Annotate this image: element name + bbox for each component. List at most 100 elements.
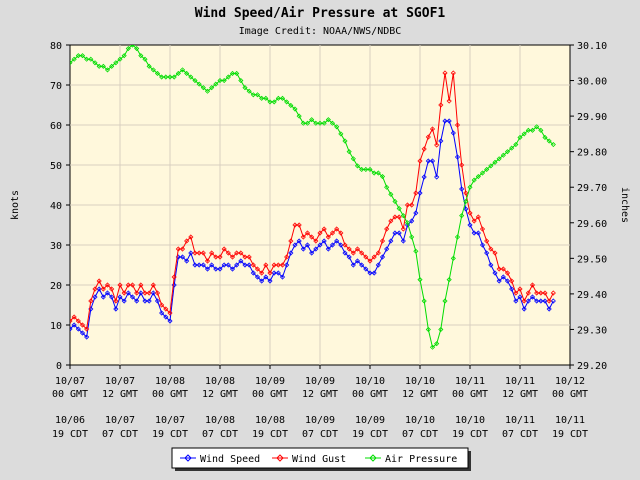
data-point-wind-speed xyxy=(504,278,511,284)
data-point-wind-speed xyxy=(459,186,465,192)
data-point-wind-gust xyxy=(209,250,215,256)
data-point-air-pressure xyxy=(367,166,373,173)
data-point-wind-gust xyxy=(317,230,323,236)
data-point-wind-gust xyxy=(475,214,481,220)
data-point-wind-speed xyxy=(467,222,473,228)
data-point-wind-speed xyxy=(400,238,406,244)
data-point-air-pressure xyxy=(109,63,115,69)
data-point-wind-gust xyxy=(329,230,336,236)
data-point-air-pressure xyxy=(200,85,206,91)
data-point-wind-speed xyxy=(438,138,444,144)
data-point-air-pressure xyxy=(84,56,90,62)
data-point-wind-speed xyxy=(70,326,73,332)
data-point-wind-gust xyxy=(363,254,369,260)
data-point-air-pressure xyxy=(304,120,311,126)
x-tick-date-cdt: 10/07 xyxy=(155,415,185,426)
data-point-air-pressure xyxy=(488,163,494,169)
data-point-wind-speed xyxy=(388,238,394,244)
data-point-wind-gust xyxy=(200,250,206,256)
data-point-wind-gust xyxy=(550,290,556,296)
data-point-air-pressure xyxy=(442,298,448,304)
x-tick-date-cdt: 10/08 xyxy=(255,415,285,426)
data-point-wind-gust xyxy=(150,282,156,288)
x-tick-date-gmt: 10/07 xyxy=(105,376,135,387)
data-point-wind-speed xyxy=(475,230,481,236)
data-point-wind-speed xyxy=(492,270,498,276)
y-axis-left: 0 10 20 30 40 50 60 70 80 xyxy=(50,41,70,372)
data-point-air-pressure xyxy=(229,70,236,77)
data-point-wind-gust xyxy=(429,126,436,132)
x-tick-date-cdt: 10/11 xyxy=(555,415,585,426)
data-point-wind-speed xyxy=(384,246,390,252)
data-point-wind-gust xyxy=(509,278,515,284)
x-tick-date-gmt: 10/07 xyxy=(55,376,85,387)
data-point-air-pressure xyxy=(117,56,123,62)
data-point-air-pressure xyxy=(529,127,536,133)
series-layer xyxy=(70,45,556,350)
data-point-air-pressure xyxy=(500,152,506,158)
data-point-air-pressure xyxy=(484,166,490,173)
data-point-wind-gust xyxy=(450,70,456,76)
data-point-wind-speed xyxy=(96,286,102,292)
data-point-air-pressure xyxy=(242,85,248,91)
data-point-wind-gust xyxy=(396,214,402,220)
data-point-wind-gust xyxy=(517,286,523,292)
data-point-wind-speed xyxy=(204,266,211,272)
data-point-wind-speed xyxy=(354,258,361,264)
x-tick-date-gmt: 10/10 xyxy=(405,376,435,387)
data-point-wind-gust xyxy=(379,238,386,244)
data-point-air-pressure xyxy=(159,74,165,80)
data-point-wind-speed xyxy=(542,298,548,304)
data-point-wind-speed xyxy=(463,206,469,212)
data-point-wind-speed xyxy=(142,298,148,304)
data-point-wind-gust xyxy=(392,214,398,220)
data-point-air-pressure xyxy=(404,220,411,226)
data-point-wind-gust xyxy=(334,226,340,232)
data-point-air-pressure xyxy=(421,298,427,304)
data-point-air-pressure xyxy=(146,63,152,69)
data-point-air-pressure xyxy=(346,149,352,155)
data-point-air-pressure xyxy=(392,198,398,205)
data-point-wind-speed xyxy=(396,230,402,236)
data-point-air-pressure xyxy=(275,95,281,101)
data-point-wind-speed xyxy=(84,334,90,340)
data-point-wind-gust xyxy=(513,290,519,296)
data-point-wind-speed xyxy=(138,290,144,296)
data-point-wind-speed xyxy=(313,246,319,252)
legend-box xyxy=(171,447,469,469)
data-point-wind-gust xyxy=(321,226,327,232)
data-point-wind-speed xyxy=(259,278,265,284)
data-point-wind-gust xyxy=(142,290,148,296)
data-point-wind-gust xyxy=(75,318,81,324)
data-point-air-pressure xyxy=(70,60,73,66)
data-point-air-pressure xyxy=(434,341,440,347)
data-point-air-pressure xyxy=(188,74,194,80)
data-point-air-pressure xyxy=(363,166,369,173)
data-point-wind-speed xyxy=(367,270,373,276)
data-point-air-pressure xyxy=(542,134,548,141)
data-point-wind-speed xyxy=(129,294,136,300)
data-point-wind-gust xyxy=(434,142,440,148)
x-tick-time-cdt: 19 CDT xyxy=(52,429,88,440)
data-point-wind-speed xyxy=(275,270,281,276)
data-point-air-pressure xyxy=(134,45,140,52)
data-point-wind-gust xyxy=(359,250,365,256)
data-point-wind-gust xyxy=(225,250,231,256)
data-point-wind-gust xyxy=(254,266,261,272)
data-point-air-pressure xyxy=(271,99,277,105)
x-tick-date-gmt: 10/09 xyxy=(305,376,335,387)
data-point-wind-gust xyxy=(446,98,452,104)
data-point-air-pressure xyxy=(292,106,298,112)
data-point-wind-speed xyxy=(342,250,348,256)
data-point-air-pressure xyxy=(492,159,498,165)
data-point-wind-gust xyxy=(354,246,361,252)
data-point-air-pressure xyxy=(417,277,423,283)
x-tick-time-cdt: 19 CDT xyxy=(452,429,488,440)
data-point-wind-gust xyxy=(296,222,302,228)
data-point-air-pressure xyxy=(371,170,377,176)
x-tick-time-gmt: 12 GMT xyxy=(102,389,138,400)
data-point-wind-speed xyxy=(450,130,456,136)
y-tick-label-right: 29.40 xyxy=(577,290,607,301)
data-point-wind-speed xyxy=(263,274,269,280)
data-point-wind-speed xyxy=(254,274,261,280)
